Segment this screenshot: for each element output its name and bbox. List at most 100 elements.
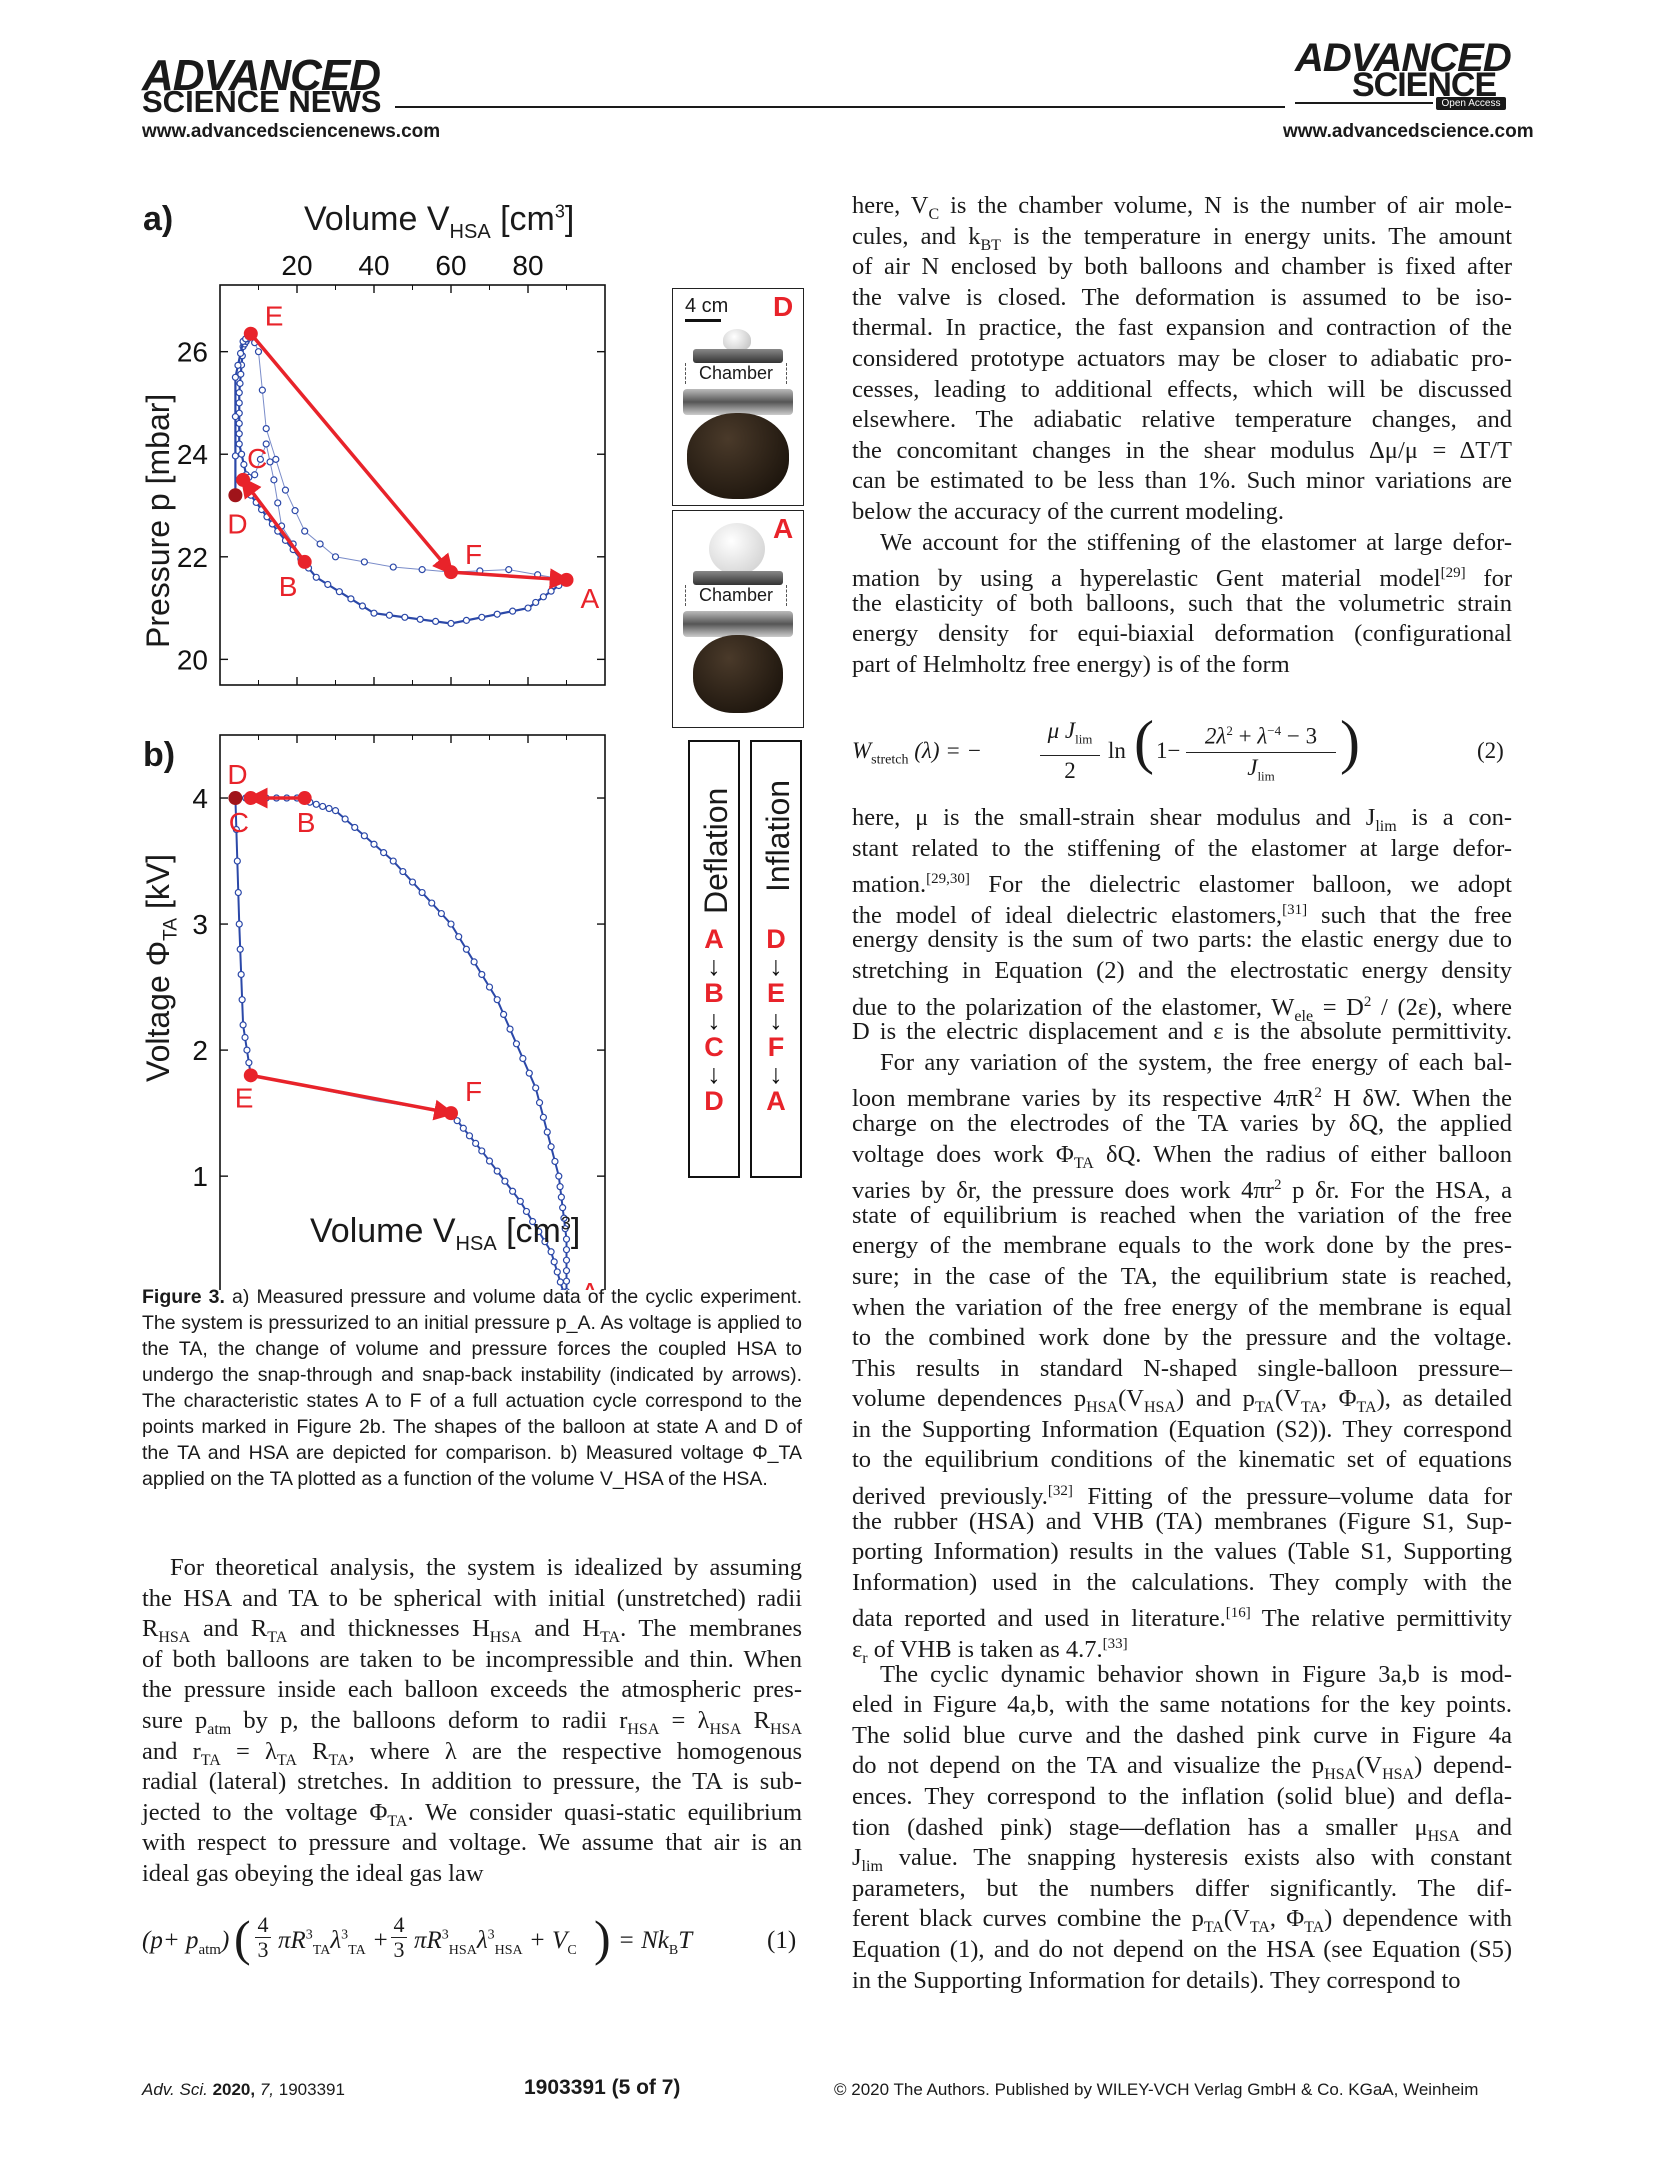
deflation-title: Deflation: [698, 787, 734, 914]
point-d: [228, 488, 243, 503]
text-line: the concomitant changes in the shear mod…: [852, 436, 1512, 464]
equation-1-number: (1): [767, 1927, 797, 1954]
data-marker: [238, 996, 246, 1004]
data-marker: [562, 1256, 571, 1264]
sequence-arrow: ↓: [769, 1059, 783, 1089]
data-marker: [562, 1267, 571, 1275]
data-marker: [370, 609, 378, 617]
text-line: can be estimated to be less than 1%. Suc…: [852, 467, 1512, 495]
data-marker: [254, 348, 263, 356]
data-marker: [532, 1084, 540, 1092]
data-marker: [557, 1193, 565, 1201]
data-marker: [235, 399, 243, 407]
plot-frame: [219, 734, 606, 1290]
text-line: the valve is closed. The deformation is …: [852, 283, 1512, 311]
ta-mount: [693, 349, 783, 363]
data-marker: [418, 566, 426, 574]
text-line: varies by δr, the pressure does work 4πr…: [852, 1177, 1513, 1205]
deflation-box: Deflation A ↓ B ↓ C ↓ D: [688, 740, 740, 1178]
text-line: due to the polarization of the elastomer…: [852, 993, 1512, 1025]
b-x-axis-label: Volume VHSA [cm3]: [310, 1212, 581, 1255]
data-marker: [500, 1010, 508, 1018]
data-marker: [335, 588, 343, 596]
data-marker: [455, 933, 463, 941]
y-tick-label: 20: [177, 644, 208, 675]
data-marker: [266, 458, 274, 466]
data-marker: [408, 878, 417, 886]
text-line: energy density for equi-biaxial deformat…: [852, 620, 1512, 648]
a-y-axis-label: Pressure p [mbar]: [140, 393, 176, 648]
journal-logo-advanced: ADVANCED: [1295, 36, 1512, 80]
point-label-e: E: [235, 1082, 254, 1113]
data-marker: [506, 1025, 514, 1033]
data-marker: [380, 849, 388, 857]
sequence-arrow: ↓: [769, 951, 783, 981]
data-marker: [324, 580, 332, 589]
text-line: considered prototype actuators may be cl…: [852, 344, 1512, 372]
photo-scale-label: 4 cm: [685, 295, 729, 317]
data-marker: [559, 1204, 567, 1212]
data-marker: [459, 1124, 467, 1132]
x-tick-label: 20: [281, 250, 312, 281]
publisher-url[interactable]: www.advancedsciencenews.com: [142, 121, 441, 142]
point-label-a: A: [581, 1277, 600, 1290]
data-marker: [478, 613, 486, 621]
text-line: below the accuracy of the current modeli…: [852, 497, 1284, 525]
data-marker: [274, 499, 282, 507]
x-tick-label: 80: [512, 250, 543, 281]
text-line: energy density is the sum of two parts: …: [852, 926, 1512, 954]
data-marker: [524, 604, 532, 612]
data-marker: [447, 920, 455, 928]
photo-d-label: D: [773, 291, 794, 322]
photo-a-label: A: [773, 513, 794, 544]
data-marker: [462, 945, 470, 953]
open-access-badge: Open Access: [1436, 97, 1506, 110]
point-label-d: D: [227, 759, 247, 790]
x-tick-label: 60: [435, 250, 466, 281]
text-line: charge on the electrodes of the TA varie…: [852, 1109, 1512, 1137]
text-line: sure patm by p, the balloons deform to r…: [142, 1706, 802, 1738]
data-marker: [547, 587, 555, 595]
data-marker: [535, 1228, 543, 1236]
data-marker: [512, 1040, 521, 1048]
text-line: here, μ is the small-strain shear modulu…: [852, 804, 1513, 835]
sequence-arrow: ↓: [769, 1005, 783, 1035]
sequence-arrow: ↓: [707, 1005, 721, 1035]
b-y-axis-label: Voltage ΦTA [kV]: [140, 853, 182, 1082]
journal-url[interactable]: www.advancedscience.com: [1283, 121, 1534, 142]
right-column-text-1: here, VC is the chamber volume, N is the…: [852, 191, 1512, 681]
point-e: [243, 1068, 258, 1083]
data-marker: [236, 379, 244, 388]
text-line: sure; in the case of the TA, the equilib…: [852, 1262, 1512, 1290]
text-line: the pressure inside each balloon exceeds…: [142, 1676, 802, 1704]
chamber-body: [683, 611, 793, 637]
y-tick-label: 24: [177, 439, 208, 470]
data-marker: [505, 566, 513, 574]
data-marker: [235, 389, 243, 397]
data-marker: [262, 440, 270, 448]
data-marker: [485, 983, 494, 991]
data-marker: [360, 558, 368, 566]
data-marker: [432, 617, 440, 626]
data-marker: [493, 610, 501, 618]
data-marker: [231, 413, 240, 421]
point-label-b: B: [279, 571, 298, 602]
sequence-state: B: [704, 978, 724, 1008]
y-tick-label: 1: [192, 1161, 208, 1192]
data-marker: [501, 1177, 509, 1185]
panel-a-label: a): [143, 200, 174, 238]
text-line: porting Information) results in the valu…: [852, 1538, 1512, 1566]
header-rule: [395, 106, 1285, 108]
data-marker: [243, 1046, 251, 1054]
data-marker: [399, 867, 407, 876]
point-label-e: E: [265, 301, 284, 332]
arrow-f-to-a: [450, 568, 571, 590]
caption-text: a) Measured pressure and volume data of …: [142, 1286, 802, 1490]
text-line: ferent black curves combine the pTA(VTA,…: [852, 1905, 1512, 1937]
x-tick-label: 40: [358, 250, 389, 281]
data-marker: [516, 1197, 524, 1205]
caption-label: Figure 3.: [142, 1286, 225, 1308]
data-marker: [235, 440, 243, 448]
data-marker: [237, 370, 245, 378]
data-marker: [258, 386, 266, 394]
